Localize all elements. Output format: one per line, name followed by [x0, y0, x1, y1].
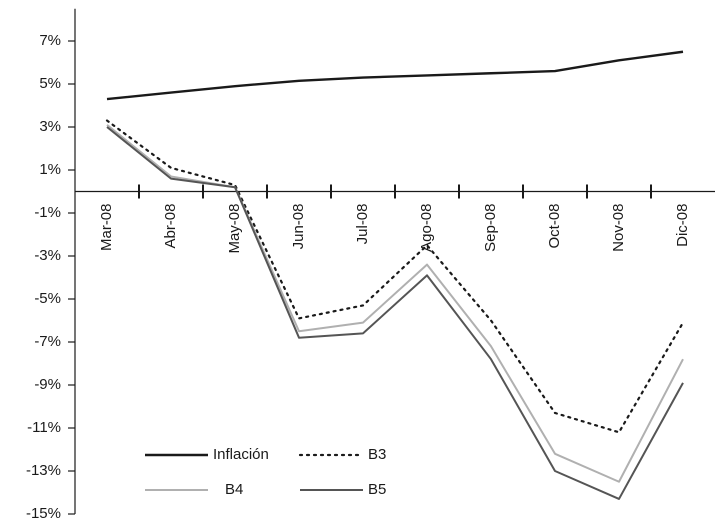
y-tick-label: -15% [26, 505, 61, 518]
y-tick-label: -3% [34, 247, 61, 264]
y-tick-label: -7% [34, 333, 61, 350]
legend-label: Inflación [213, 446, 269, 463]
series-line [106, 124, 684, 483]
y-tick-label: 3% [39, 118, 61, 135]
y-tick-label: -13% [26, 462, 61, 479]
y-tick-label: -9% [34, 376, 61, 393]
x-tick-label: Jun-08 [290, 204, 307, 250]
x-tick-label: Jul-08 [354, 204, 371, 245]
series-line [105, 119, 685, 434]
x-tick-label: Oct-08 [546, 204, 563, 249]
legend-label: B5 [368, 481, 386, 498]
series-line [106, 126, 684, 500]
y-tick-label: -1% [34, 204, 61, 221]
y-tick-label: 1% [39, 161, 61, 178]
y-tick-label: -5% [34, 290, 61, 307]
x-tick-label: Abr-08 [162, 204, 179, 249]
x-tick-label: Mar-08 [98, 204, 115, 252]
series-line [106, 50, 684, 101]
x-tick-label: Nov-08 [610, 204, 627, 252]
x-tick-label: Ago-08 [418, 204, 435, 252]
x-tick-label: May-08 [226, 204, 243, 254]
legend-label: B3 [368, 446, 386, 463]
y-tick-label: 5% [39, 75, 61, 92]
y-tick-label: -11% [27, 419, 61, 436]
x-tick-label: Sep-08 [482, 204, 499, 252]
legend-label: B4 [225, 481, 243, 498]
y-tick-label: 7% [39, 32, 61, 49]
x-tick-label: Dic-08 [674, 204, 691, 247]
